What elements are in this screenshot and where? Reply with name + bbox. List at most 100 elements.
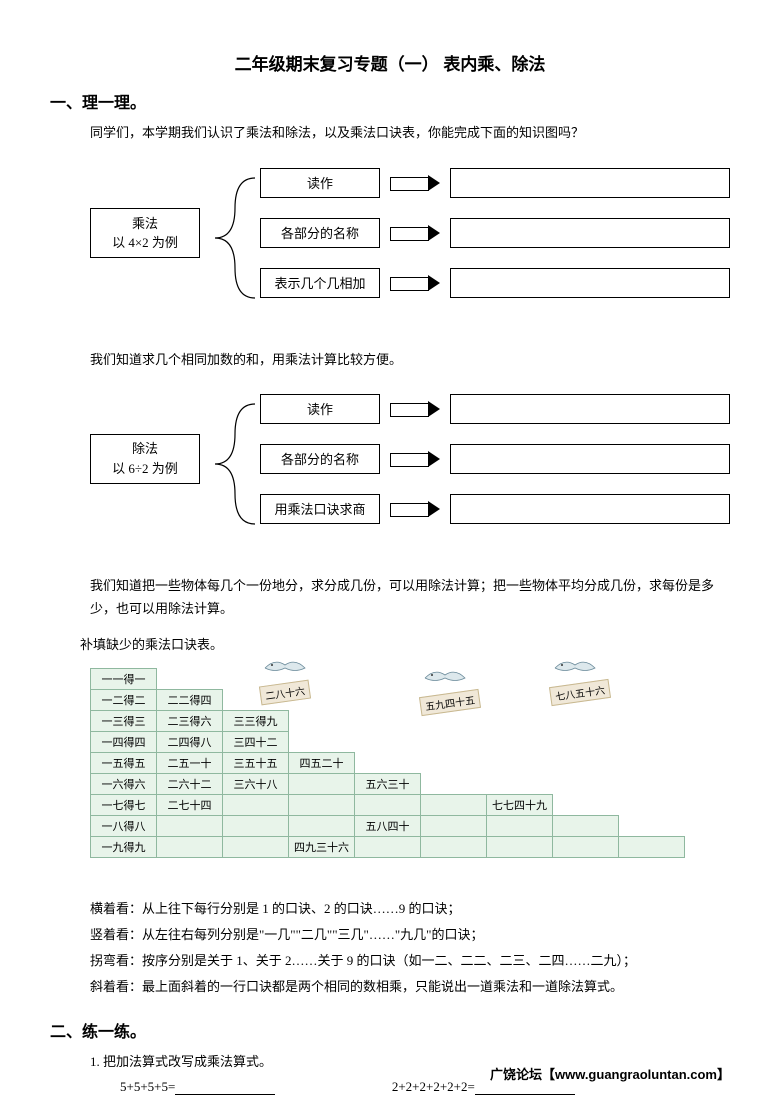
eq-text: 2+2+2+2+2+2=	[392, 1079, 475, 1094]
section1-intro: 同学们，本学期我们认识了乘法和除法，以及乘法口诀表，你能完成下面的知识图吗？	[90, 121, 730, 144]
table-cell	[487, 689, 553, 710]
table-cell: 一四得四	[91, 731, 157, 752]
eq-text: 5+5+5+5=	[120, 1079, 175, 1094]
arrow-icon	[390, 403, 440, 415]
branch-box: 用乘法口诀求商	[260, 494, 380, 524]
table-cell	[619, 731, 685, 752]
table-cell: 一九得九	[91, 836, 157, 857]
page-footer: 广饶论坛【www.guangraoluntan.com】	[490, 1064, 730, 1083]
diagram-division: 除法 以 6÷2 为例 读作 各部分的名称 用乘法口诀求商	[50, 384, 730, 564]
table-cell: 一七得七	[91, 794, 157, 815]
table-cell	[553, 794, 619, 815]
table-cell	[487, 815, 553, 836]
table-cell	[355, 794, 421, 815]
mid-note-2: 我们知道把一些物体每几个一份地分，求分成几份，可以用除法计算；把一些物体平均分成…	[90, 574, 730, 621]
table-cell	[289, 794, 355, 815]
answer-box[interactable]	[450, 494, 730, 524]
table-cell	[223, 794, 289, 815]
table-cell	[355, 836, 421, 857]
table-cell: 一六得六	[91, 773, 157, 794]
note-line: 竖着看：从左往右每列分别是"一几""二几""三几"……"九几"的口诀；	[90, 922, 730, 948]
table-cell	[553, 836, 619, 857]
table-cell	[619, 836, 685, 857]
table-cell	[223, 836, 289, 857]
table-cell	[355, 752, 421, 773]
table-cell	[553, 710, 619, 731]
table-cell: 二三得六	[157, 710, 223, 731]
multiplication-table-area: 一一得一一二得二二二得四一三得三二三得六三三得九一四得四二四得八三四十二一五得五…	[90, 668, 730, 878]
table-cell	[289, 815, 355, 836]
bird-icon: 二八十六	[260, 653, 310, 702]
brace-icon	[205, 168, 255, 308]
table-cell	[157, 836, 223, 857]
table-cell	[289, 773, 355, 794]
table-cell	[487, 752, 553, 773]
table-cell	[289, 710, 355, 731]
root-box-mult: 乘法 以 4×2 为例	[90, 208, 200, 258]
table-cell	[157, 668, 223, 689]
table-cell	[619, 752, 685, 773]
table-cell: 一三得三	[91, 710, 157, 731]
bird-label: 二八十六	[259, 680, 311, 706]
branch-box: 各部分的名称	[260, 444, 380, 474]
table-cell	[355, 710, 421, 731]
table-cell: 五八四十	[355, 815, 421, 836]
arrow-icon	[390, 227, 440, 239]
table-cell: 一五得五	[91, 752, 157, 773]
table-cell: 二四得八	[157, 731, 223, 752]
table-cell: 二七十四	[157, 794, 223, 815]
root-box-div: 除法 以 6÷2 为例	[90, 434, 200, 484]
answer-box[interactable]	[450, 394, 730, 424]
table-cell: 三六十八	[223, 773, 289, 794]
answer-blank[interactable]	[175, 1081, 275, 1095]
table-cell	[487, 710, 553, 731]
section1-heading: 一、理一理。	[50, 89, 730, 113]
table-cell	[223, 815, 289, 836]
note-line: 横着看：从上往下每行分别是 1 的口诀、2 的口诀……9 的口诀；	[90, 896, 730, 922]
table-cell	[355, 668, 421, 689]
brace-icon	[205, 394, 255, 534]
table-cell: 四五二十	[289, 752, 355, 773]
bird-icon: 七八五十六	[550, 653, 610, 702]
table-cell	[619, 710, 685, 731]
table-cell	[619, 773, 685, 794]
table-cell	[487, 668, 553, 689]
answer-box[interactable]	[450, 268, 730, 298]
table-cell	[553, 731, 619, 752]
section2-heading: 二、练一练。	[50, 1018, 730, 1042]
table-cell	[421, 773, 487, 794]
answer-box[interactable]	[450, 218, 730, 248]
answer-box[interactable]	[450, 168, 730, 198]
table-cell	[619, 689, 685, 710]
root-label: 以 6÷2 为例	[91, 459, 199, 479]
table-cell	[487, 731, 553, 752]
table-cell: 一八得八	[91, 815, 157, 836]
table-cell	[355, 689, 421, 710]
bird-icon: 五九四十五	[420, 663, 480, 712]
branch-box: 各部分的名称	[260, 218, 380, 248]
table-notes: 横着看：从上往下每行分别是 1 的口诀、2 的口诀……9 的口诀； 竖着看：从左…	[50, 896, 730, 1000]
table-cell	[487, 773, 553, 794]
answer-box[interactable]	[450, 444, 730, 474]
answer-blank[interactable]	[475, 1081, 575, 1095]
diagram-multiplication: 乘法 以 4×2 为例 读作 各部分的名称 表示几个几相加	[50, 158, 730, 338]
table-cell: 七七四十九	[487, 794, 553, 815]
table-cell: 三四十二	[223, 731, 289, 752]
table-cell: 三五十五	[223, 752, 289, 773]
table-cell: 二五一十	[157, 752, 223, 773]
branch-box: 读作	[260, 394, 380, 424]
table-cell	[289, 731, 355, 752]
table-cell	[421, 731, 487, 752]
table-cell: 一一得一	[91, 668, 157, 689]
table-cell	[619, 815, 685, 836]
root-label: 以 4×2 为例	[91, 233, 199, 253]
note-line: 拐弯看：按序分别是关于 1、关于 2……关于 9 的口诀（如一二、二二、二三、二…	[90, 948, 730, 974]
table-cell: 四九三十六	[289, 836, 355, 857]
mid-note-1: 我们知道求几个相同加数的和，用乘法计算比较方便。	[90, 348, 730, 371]
table-cell	[487, 836, 553, 857]
page-title: 二年级期末复习专题（一） 表内乘、除法	[50, 50, 730, 75]
arrow-icon	[390, 453, 440, 465]
table-cell	[553, 815, 619, 836]
table-cell: 二六十二	[157, 773, 223, 794]
arrow-icon	[390, 503, 440, 515]
